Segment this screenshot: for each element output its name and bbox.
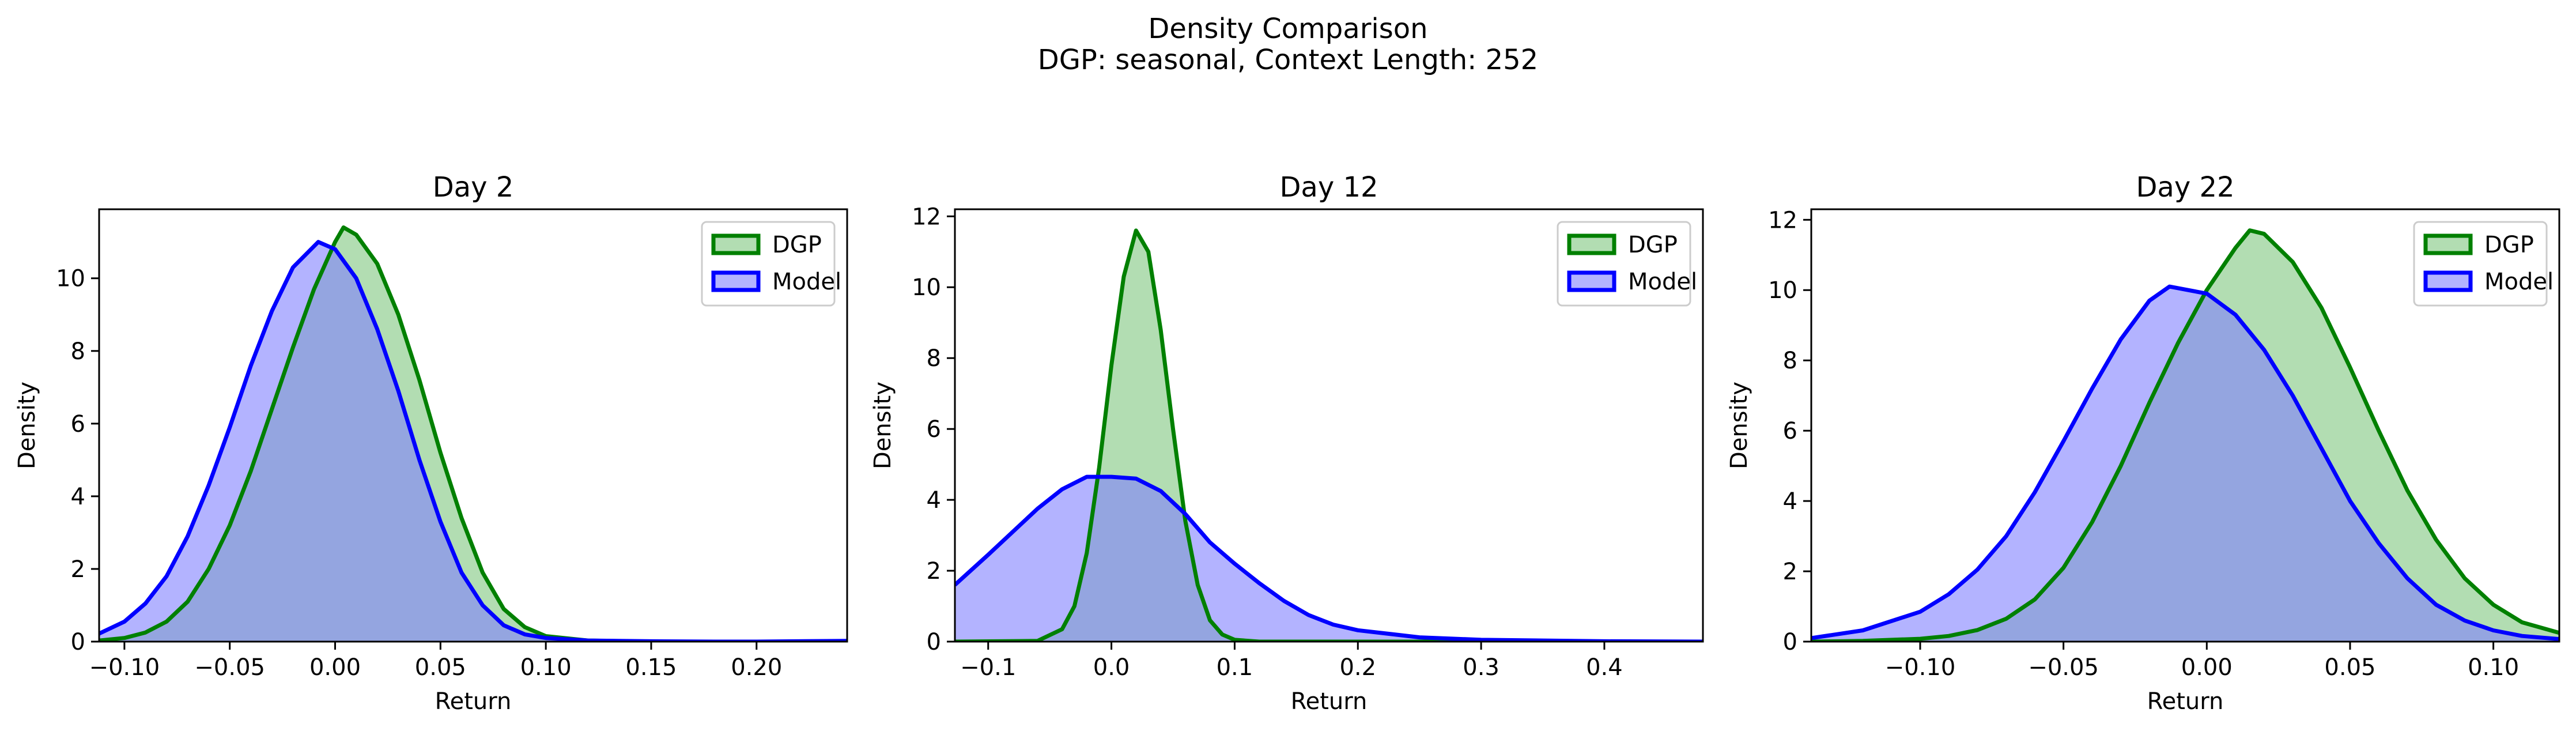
legend-label-model: Model — [1628, 269, 1697, 295]
y-tick-label: 4 — [1783, 488, 1797, 515]
model-density-line — [955, 474, 1703, 642]
x-axis-label: Return — [435, 688, 512, 715]
y-tick-label: 10 — [912, 274, 941, 301]
legend-swatch-model — [711, 270, 761, 292]
legend-label-dgp: DGP — [2484, 232, 2534, 258]
x-tick-label: 0.4 — [1586, 654, 1623, 681]
model-density-fill — [1811, 287, 2559, 642]
axes-frame — [98, 208, 848, 643]
subplot-1: −0.10 −0.05 0.00 0.05 0.10 0.15 0.20 0 2 4 6 8 10 Day… — [14, 171, 848, 715]
y-tick-label: 4 — [927, 487, 941, 514]
subplot-3: −0.10 −0.05 0.00 0.05 0.10 0 2 4 6 8 10 12 Day 22 Ret… — [1726, 171, 2560, 715]
dgp-density-line — [955, 228, 1703, 642]
plot-area — [1811, 228, 2559, 642]
plot-area — [99, 225, 847, 642]
y-tick-label: 8 — [71, 338, 85, 365]
legend-swatch-dgp — [711, 233, 761, 255]
subplot-title: Day 2 — [433, 171, 514, 203]
legend: DGP Model — [2413, 221, 2554, 307]
x-tick-label: −0.10 — [1885, 654, 1956, 681]
legend-swatch-dgp — [1567, 233, 1616, 255]
y-tick-label: 8 — [927, 345, 941, 372]
y-tick-label: 6 — [927, 416, 941, 443]
y-tick-label: 0 — [71, 629, 85, 655]
y-axis-label: Density — [1726, 382, 1752, 469]
y-tick-label: 10 — [56, 266, 85, 292]
x-tick-label: 0.15 — [625, 654, 677, 681]
y-tick-label: 2 — [71, 556, 85, 583]
x-axis-label: Return — [1291, 688, 1368, 715]
model-density-fill — [955, 477, 1703, 642]
x-tick-label: 0.10 — [2468, 654, 2519, 681]
y-tick-label: 12 — [1768, 207, 1797, 233]
legend: DGP Model — [701, 221, 841, 307]
y-tick-label: 8 — [1783, 348, 1797, 374]
dgp-density-line — [1811, 228, 2559, 642]
y-tick-label: 0 — [1783, 629, 1797, 655]
x-tick-label: 0.1 — [1217, 654, 1253, 681]
x-tick-label: 0.00 — [2181, 654, 2233, 681]
y-tick-label: 10 — [1768, 277, 1797, 304]
legend-label-model: Model — [772, 269, 841, 295]
y-tick-label: 6 — [1783, 418, 1797, 444]
y-tick-label: 4 — [71, 484, 85, 510]
x-tick-label: 0.05 — [2324, 654, 2375, 681]
figure-title: Density Comparison — [1148, 13, 1428, 45]
x-tick-label: −0.10 — [89, 654, 160, 681]
legend-label-dgp: DGP — [1628, 232, 1678, 258]
dgp-density-line — [99, 225, 847, 642]
x-tick-label: 0.00 — [309, 654, 361, 681]
figure-subtitle: DGP: seasonal, Context Length: 252 — [1037, 44, 1539, 76]
axes-frame — [1810, 208, 2560, 643]
y-tick-label: 2 — [1783, 559, 1797, 585]
legend-label-dgp: DGP — [772, 232, 822, 258]
x-tick-label: 0.2 — [1339, 654, 1376, 681]
x-tick-label: 0.10 — [520, 654, 572, 681]
x-tick-label: 0.05 — [415, 654, 466, 681]
y-tick-label: 12 — [912, 203, 941, 230]
legend-swatch-model — [2423, 270, 2473, 292]
model-density-fill — [99, 242, 847, 642]
subplot-2: −0.1 0.0 0.1 0.2 0.3 0.4 0 2 4 6 8 10 12 Day 12 Return… — [870, 171, 1704, 715]
legend-swatch-model — [1567, 270, 1616, 292]
legend-label-model: Model — [2484, 269, 2554, 295]
model-density-line — [1811, 284, 2559, 642]
x-tick-label: −0.1 — [960, 654, 1016, 681]
y-axis-label: Density — [870, 382, 896, 469]
model-density-line — [99, 240, 847, 642]
legend-swatch-dgp — [2423, 233, 2473, 255]
x-axis-label: Return — [2147, 688, 2224, 715]
y-axis-label: Density — [14, 382, 40, 469]
y-tick-label: 0 — [927, 629, 941, 655]
legend: DGP Model — [1557, 221, 1697, 307]
x-tick-label: −0.05 — [2028, 654, 2099, 681]
y-tick-label: 2 — [927, 558, 941, 585]
x-tick-label: 0.20 — [731, 654, 782, 681]
axes-frame — [954, 208, 1704, 643]
subplot-title: Day 12 — [1279, 171, 1378, 203]
plot-area — [955, 228, 1703, 642]
subplot-title: Day 22 — [2136, 171, 2234, 203]
y-tick-label: 6 — [71, 411, 85, 438]
x-tick-label: 0.3 — [1463, 654, 1499, 681]
x-tick-label: −0.05 — [194, 654, 265, 681]
x-tick-label: 0.0 — [1093, 654, 1130, 681]
